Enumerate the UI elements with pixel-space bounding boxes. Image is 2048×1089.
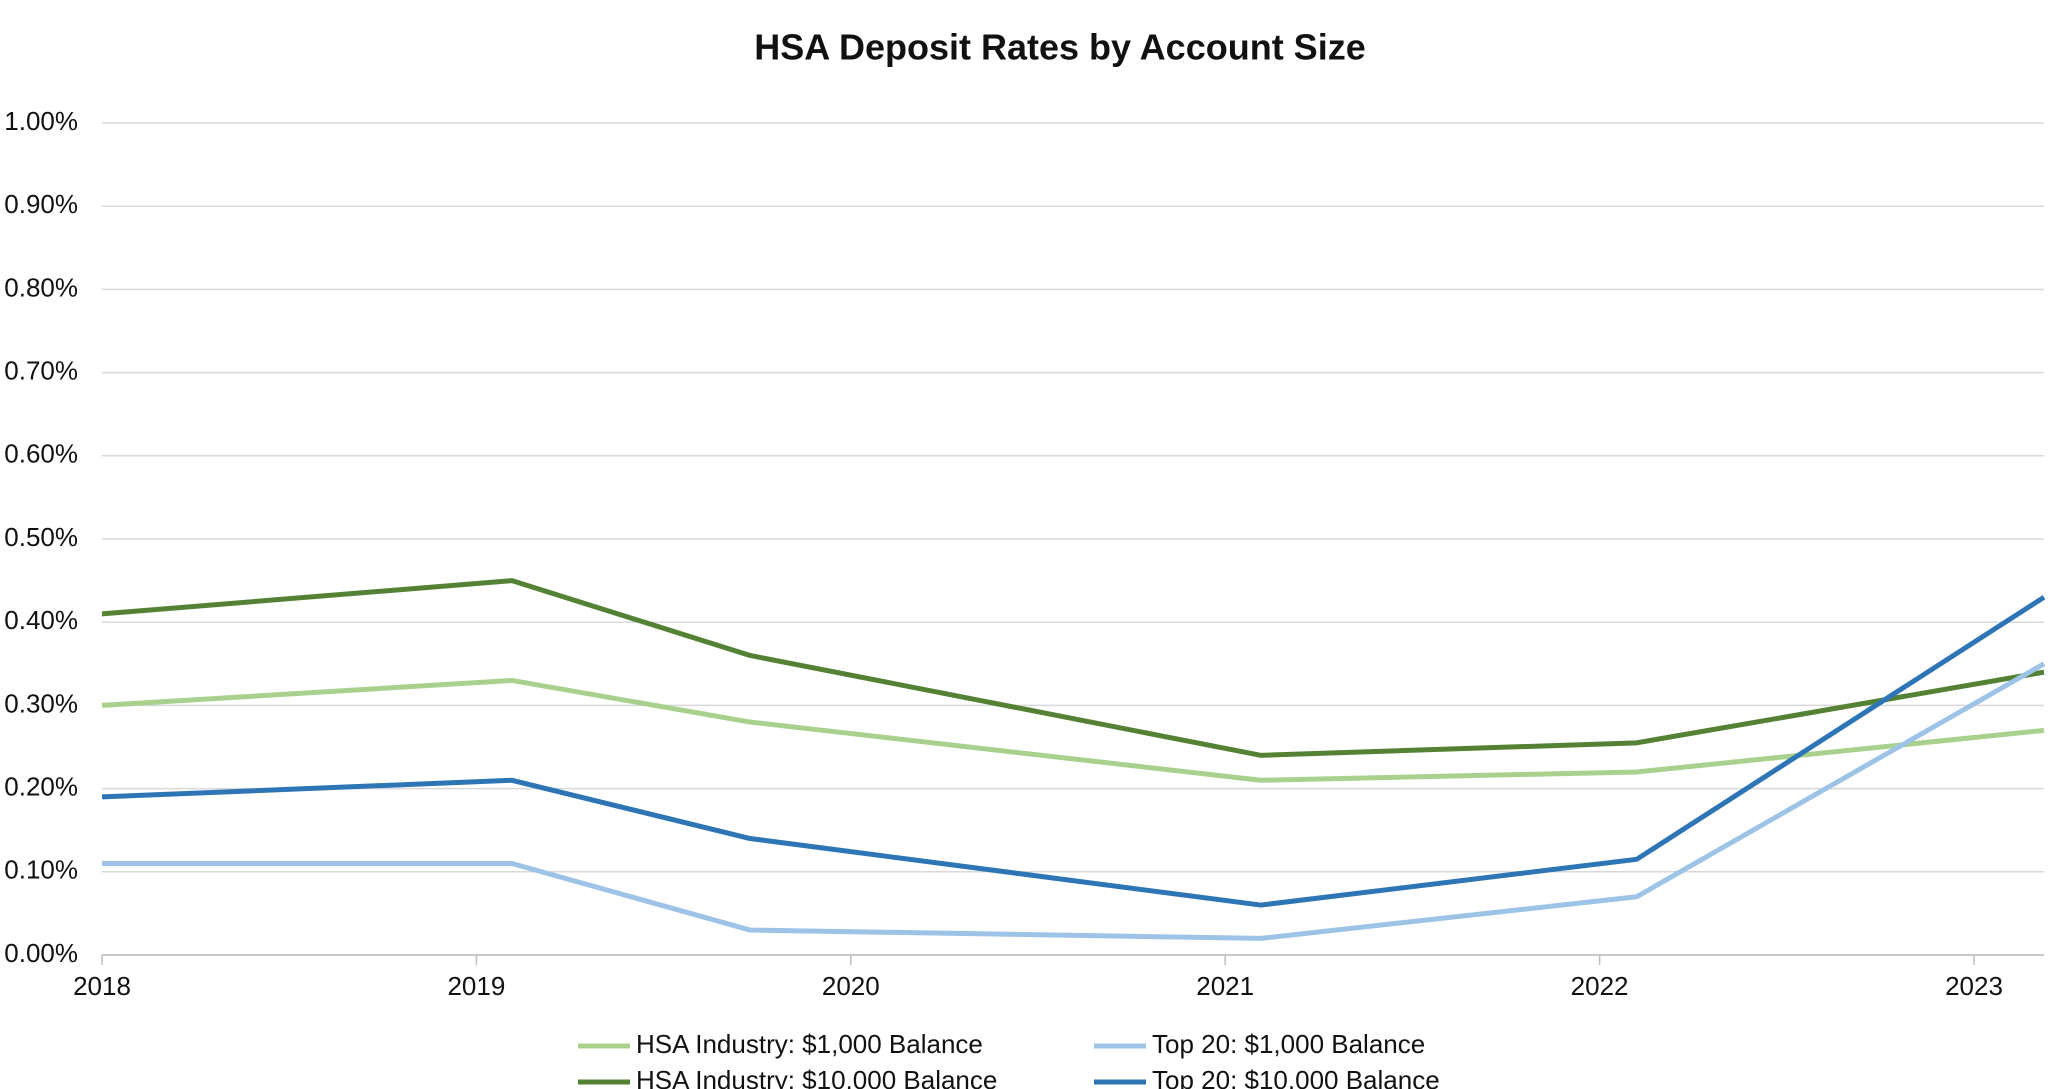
y-tick-label: 0.10%	[4, 855, 78, 885]
x-tick-label: 2018	[73, 971, 131, 1001]
x-tick-label: 2019	[447, 971, 505, 1001]
x-tick-label: 2022	[1571, 971, 1629, 1001]
y-tick-label: 0.70%	[4, 355, 78, 385]
y-tick-label: 0.20%	[4, 771, 78, 801]
legend-label: Top 20: $1,000 Balance	[1152, 1029, 1425, 1059]
y-tick-label: 0.50%	[4, 522, 78, 552]
y-tick-label: 0.90%	[4, 189, 78, 219]
x-tick-label: 2020	[822, 971, 880, 1001]
y-tick-label: 0.60%	[4, 439, 78, 469]
legend-label: HSA Industry: $1,000 Balance	[636, 1029, 983, 1059]
x-tick-label: 2021	[1196, 971, 1254, 1001]
chart-title: HSA Deposit Rates by Account Size	[754, 27, 1365, 68]
x-tick-label: 2023	[1945, 971, 2003, 1001]
series-line	[101, 677, 2045, 783]
legend-label: Top 20: $10,000 Balance	[1152, 1065, 1440, 1089]
series-line	[101, 578, 2045, 758]
legend-label: HSA Industry: $10,000 Balance	[636, 1065, 997, 1089]
y-tick-label: 0.30%	[4, 688, 78, 718]
y-tick-label: 0.80%	[4, 272, 78, 302]
y-tick-label: 0.40%	[4, 605, 78, 635]
series-line	[102, 661, 2046, 941]
y-tick-label: 0.00%	[4, 938, 78, 968]
series-line	[101, 595, 2046, 908]
y-tick-label: 1.00%	[4, 106, 78, 136]
